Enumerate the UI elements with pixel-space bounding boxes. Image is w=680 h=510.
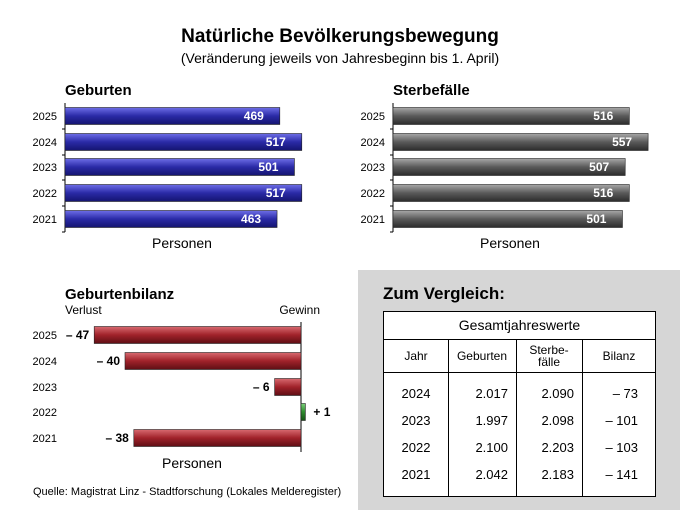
y-tick-label: 2021 xyxy=(361,214,385,226)
y-tick-label: 2025 xyxy=(33,111,57,123)
bar-value-label: 501 xyxy=(258,160,278,174)
y-tick-label: 2023 xyxy=(33,162,57,174)
table-cell: 2.098 xyxy=(541,413,574,428)
loss-label: Verlust xyxy=(65,303,102,317)
bar-value-label: 517 xyxy=(266,135,286,149)
bar-value-label: 516 xyxy=(593,109,613,123)
table-cell: – 141 xyxy=(605,467,638,482)
x-axis-label: Personen xyxy=(162,455,222,471)
table-cell: 2.100 xyxy=(475,440,508,455)
column-header: Geburten xyxy=(456,349,508,363)
bar-value-label: + 1 xyxy=(313,405,330,419)
table-column-divider xyxy=(516,339,517,496)
panel-title: Geburtenbilanz xyxy=(65,286,174,303)
y-tick-label: 2023 xyxy=(361,162,385,174)
x-axis-label: Personen xyxy=(480,235,540,251)
y-tick-label: 2025 xyxy=(361,111,385,123)
bar xyxy=(300,403,306,421)
table-cell: 2023 xyxy=(401,413,431,428)
table-cell: 2.183 xyxy=(541,467,574,482)
y-tick-label: 2021 xyxy=(33,433,57,445)
bar-value-label: 507 xyxy=(589,160,609,174)
table-cell: – 103 xyxy=(605,440,638,455)
table-cell: – 101 xyxy=(605,413,638,428)
bar xyxy=(392,210,623,228)
bar xyxy=(64,210,278,228)
column-header: Sterbe- fälle xyxy=(529,343,569,369)
bar xyxy=(93,326,302,344)
bar xyxy=(392,107,630,125)
bar-value-label: 516 xyxy=(593,186,613,200)
gain-label: Gewinn xyxy=(279,303,320,317)
page-title: Natürliche Bevölkerungsbewegung xyxy=(181,26,499,47)
bar xyxy=(64,107,281,125)
table-cell: 2024 xyxy=(401,386,431,401)
y-tick-label: 2022 xyxy=(33,407,57,419)
y-tick-label: 2025 xyxy=(33,330,57,342)
y-tick-label: 2023 xyxy=(33,382,57,394)
column-header: Bilanz xyxy=(602,349,636,363)
y-tick-label: 2021 xyxy=(33,214,57,226)
panel-title: Sterbefälle xyxy=(393,82,470,99)
bar xyxy=(124,352,302,370)
table-rule xyxy=(384,339,655,340)
table-cell: 1.997 xyxy=(475,413,508,428)
bar-value-label: 557 xyxy=(612,135,632,149)
y-tick-label: 2024 xyxy=(33,356,57,368)
table-cell: – 73 xyxy=(612,386,638,401)
y-tick-label: 2022 xyxy=(361,188,385,200)
table-rule xyxy=(384,372,655,373)
bar-value-label: 517 xyxy=(266,186,286,200)
table-cell: 2021 xyxy=(401,467,431,482)
comparison-caption: Gesamtjahreswerte xyxy=(458,317,581,333)
column-header: Jahr xyxy=(404,349,428,363)
table-cell: 2.017 xyxy=(475,386,508,401)
page-subtitle: (Veränderung jeweils von Jahresbeginn bi… xyxy=(180,50,500,66)
table-column-divider xyxy=(582,339,583,496)
bar xyxy=(274,378,302,396)
bar xyxy=(133,429,302,447)
table-cell: 2.203 xyxy=(541,440,574,455)
bar xyxy=(64,133,303,151)
bar xyxy=(64,158,295,176)
x-axis-label: Personen xyxy=(152,235,212,251)
y-tick-label: 2024 xyxy=(33,137,57,149)
table-column-divider xyxy=(448,339,449,496)
bar-value-label: – 40 xyxy=(97,354,121,368)
bar-value-label: 501 xyxy=(586,212,606,226)
table-cell: 2.042 xyxy=(475,467,508,482)
bar-value-label: – 6 xyxy=(253,380,270,394)
bar-value-label: – 47 xyxy=(66,328,90,342)
comparison-table: Gesamtjahreswerte Jahr Geburten Sterbe- fä… xyxy=(383,311,656,497)
bar-value-label: 469 xyxy=(244,109,264,123)
table-cell: 2022 xyxy=(401,440,431,455)
table-cell: 2.090 xyxy=(541,386,574,401)
comparison-heading: Zum Vergleich: xyxy=(383,284,505,303)
bar xyxy=(392,158,626,176)
y-tick-label: 2022 xyxy=(33,188,57,200)
bar xyxy=(64,184,303,202)
source-note: Quelle: Magistrat Linz - Stadtforschung … xyxy=(33,486,342,498)
y-tick-label: 2024 xyxy=(361,137,385,149)
bar-value-label: – 38 xyxy=(105,431,129,445)
bar-value-label: 463 xyxy=(241,212,261,226)
bar xyxy=(392,184,630,202)
panel-title: Geburten xyxy=(65,82,132,99)
bar xyxy=(392,133,649,151)
